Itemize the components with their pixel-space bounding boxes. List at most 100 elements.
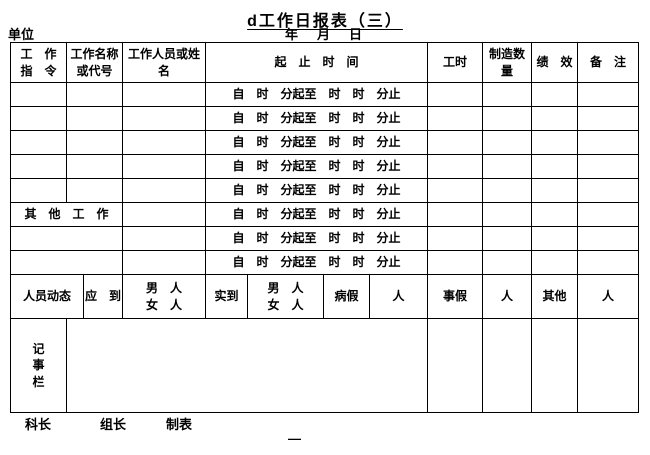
work-name-cell (65, 130, 124, 155)
other-work-row: 其 他 工 作 自 时 分起至 时 时 分止 (9, 202, 640, 227)
work-name-cell (65, 82, 124, 107)
other-leave-count-cell: 人 (577, 274, 640, 319)
time-row: 自 时 分起至 时 时 分止 (10, 178, 640, 203)
work-name-cell (65, 178, 124, 203)
remarks-cell (577, 130, 640, 155)
hours-cell (427, 226, 484, 251)
work-order-cell (10, 154, 67, 179)
hours-cell (427, 106, 484, 131)
worker-name-cell (122, 82, 207, 107)
personal-leave-label-cell: 事假 (427, 274, 484, 319)
header-quantity: 制造数 量 (482, 42, 533, 83)
header-performance: 绩 效 (531, 42, 579, 83)
sick-leave-count-cell: 人 (369, 274, 429, 319)
actual-label-cell: 实到 (205, 274, 249, 319)
work-order-cell (10, 130, 67, 155)
performance-cell (531, 226, 579, 251)
quantity-cell (482, 178, 533, 203)
header-time-range: 起 止 时 间 (205, 42, 429, 83)
time-range-cell: 自 时 分起至 时 时 分止 (205, 154, 429, 179)
remarks-cell (577, 154, 640, 179)
header-work-order: 工 作 指 令 (10, 42, 67, 83)
worker-name-cell (122, 154, 207, 179)
header-remarks: 备 注 (577, 42, 640, 83)
header-row: 工 作 指 令 工作名称 或代号 工作人员或姓 名 起 止 时 间 工时 制造数… (10, 42, 640, 83)
remarks-cell (577, 250, 640, 275)
personnel-row: 人员动态 应 到 男 人 女 人 实到 男 人 女 人 病假 人 事假 人 其他… (10, 274, 640, 319)
hours-cell (427, 82, 484, 107)
remarks-cell (577, 178, 640, 203)
time-row: 自 时 分起至 时 时 分止 (9, 250, 640, 275)
notes-performance-cell (531, 318, 579, 413)
performance-cell (531, 250, 579, 275)
performance-cell (531, 202, 579, 227)
work-order-cell (10, 82, 67, 107)
notes-label-cell: 记 事 栏 (10, 318, 67, 413)
time-row: 自 时 分起至 时 时 分止 (9, 226, 640, 251)
worker-name-cell (122, 250, 207, 275)
merged-left-cell (9, 250, 124, 275)
header-hours: 工时 (427, 42, 484, 83)
date-label: 年 月 日 (284, 27, 365, 42)
notes-content-cell (65, 318, 429, 413)
time-range-cell: 自 时 分起至 时 时 分止 (205, 106, 429, 131)
page-title: d工作日报表（三） (247, 13, 403, 30)
time-range-cell: 自 时 分起至 时 时 分止 (205, 202, 429, 227)
other-work-cell: 其 他 工 作 (9, 202, 124, 227)
quantity-cell (482, 106, 533, 131)
header-worker-name: 工作人员或姓 名 (122, 42, 207, 83)
expected-label-cell: 应 到 (82, 274, 124, 319)
daily-report-table: 工 作 指 令 工作名称 或代号 工作人员或姓 名 起 止 时 间 工时 制造数… (9, 42, 640, 413)
remarks-cell (577, 226, 640, 251)
worker-name-cell (122, 178, 207, 203)
unit-label: 单位 (8, 27, 35, 42)
performance-cell (531, 130, 579, 155)
performance-cell (531, 82, 579, 107)
worker-name-cell (122, 226, 207, 251)
expected-count-cell: 男 人 女 人 (122, 274, 207, 319)
time-row: 自 时 分起至 时 时 分止 (10, 106, 640, 131)
quantity-cell (482, 82, 533, 107)
hours-cell (427, 202, 484, 227)
notes-quantity-cell (482, 318, 533, 413)
work-order-cell (10, 106, 67, 131)
time-range-cell: 自 时 分起至 时 时 分止 (205, 250, 429, 275)
notes-remarks-cell (577, 318, 640, 413)
time-range-cell: 自 时 分起至 时 时 分止 (205, 130, 429, 155)
worker-name-cell (122, 106, 207, 131)
hours-cell (427, 154, 484, 179)
sick-leave-label-cell: 病假 (323, 274, 371, 319)
work-name-cell (65, 106, 124, 131)
performance-cell (531, 154, 579, 179)
notes-hours-cell (427, 318, 484, 413)
hours-cell (427, 178, 484, 203)
work-order-cell (10, 178, 67, 203)
work-name-cell (65, 154, 124, 179)
quantity-cell (482, 250, 533, 275)
header-work-name: 工作名称 或代号 (65, 42, 124, 83)
hours-cell (427, 130, 484, 155)
page-mark: — (288, 431, 301, 446)
section-chief-label: 科长 (25, 417, 52, 432)
performance-cell (531, 106, 579, 131)
quantity-cell (482, 154, 533, 179)
quantity-cell (482, 226, 533, 251)
actual-count-cell: 男 人 女 人 (247, 274, 325, 319)
time-range-cell: 自 时 分起至 时 时 分止 (205, 226, 429, 251)
merged-left-cell (9, 226, 124, 251)
personnel-label-cell: 人员动态 (10, 274, 84, 319)
prepared-by-label: 制表 (166, 417, 193, 432)
remarks-cell (577, 202, 640, 227)
group-leader-label: 组长 (100, 417, 127, 432)
quantity-cell (482, 202, 533, 227)
quantity-cell (482, 130, 533, 155)
time-range-cell: 自 时 分起至 时 时 分止 (205, 178, 429, 203)
worker-name-cell (122, 130, 207, 155)
personal-leave-count-cell: 人 (482, 274, 533, 319)
time-row: 自 时 分起至 时 时 分止 (10, 154, 640, 179)
time-row: 自 时 分起至 时 时 分止 (10, 82, 640, 107)
time-range-cell: 自 时 分起至 时 时 分止 (205, 82, 429, 107)
other-leave-label-cell: 其他 (531, 274, 579, 319)
hours-cell (427, 250, 484, 275)
